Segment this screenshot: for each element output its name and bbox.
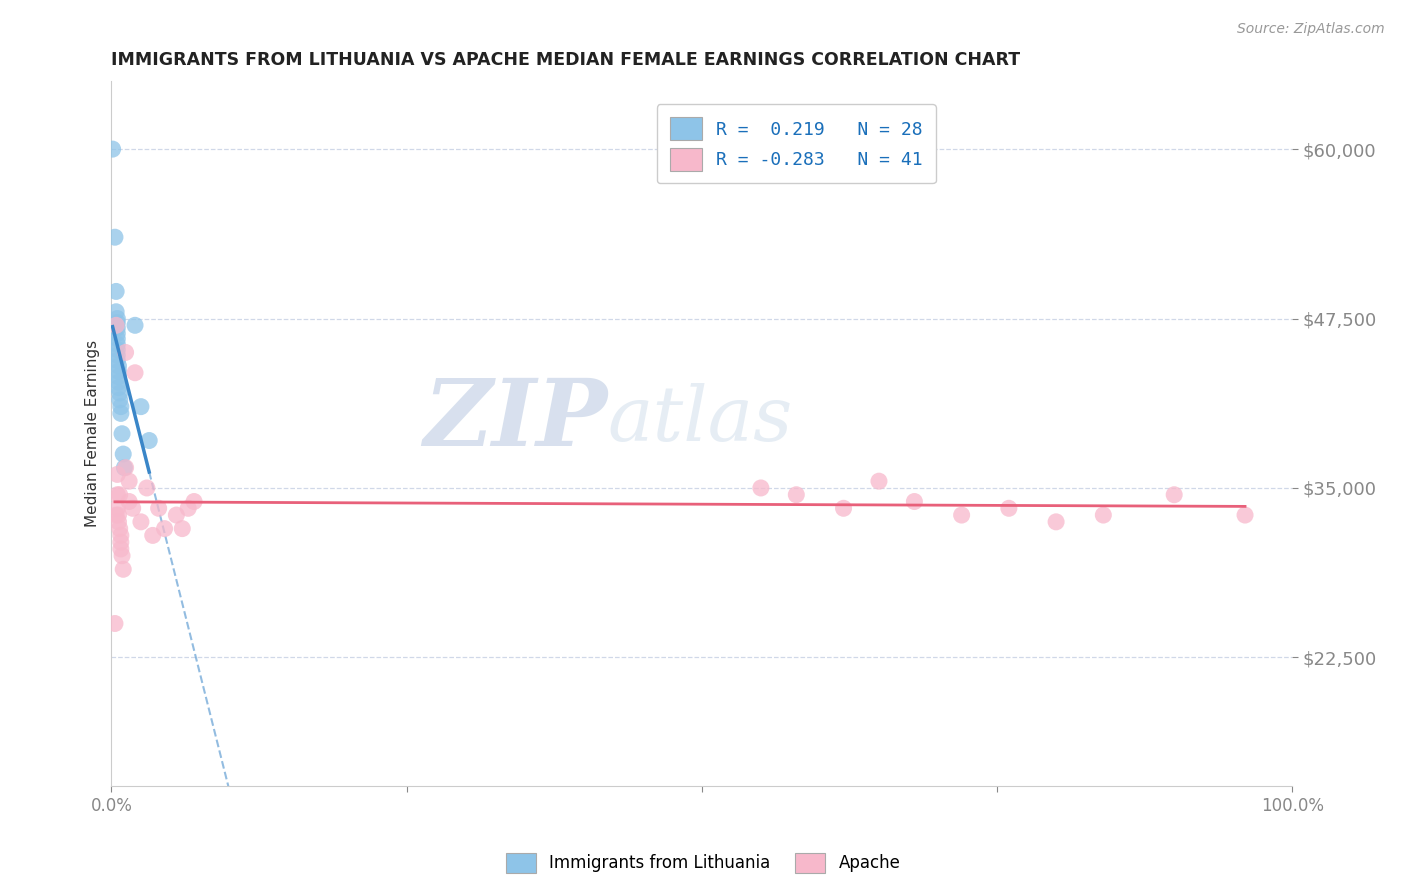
Text: IMMIGRANTS FROM LITHUANIA VS APACHE MEDIAN FEMALE EARNINGS CORRELATION CHART: IMMIGRANTS FROM LITHUANIA VS APACHE MEDI… <box>111 51 1021 69</box>
Point <box>111 549 134 563</box>
Point <box>112 447 135 461</box>
Point <box>142 528 165 542</box>
Point <box>785 488 807 502</box>
Point <box>105 348 128 362</box>
Point <box>950 508 973 522</box>
Point <box>165 508 187 522</box>
Point <box>868 474 890 488</box>
Point <box>107 369 129 384</box>
Point <box>110 535 132 549</box>
Point <box>114 460 136 475</box>
Point <box>101 142 124 156</box>
Point <box>832 501 855 516</box>
Point <box>104 230 127 244</box>
Point <box>112 562 135 576</box>
Point <box>105 467 128 482</box>
Point <box>107 376 129 390</box>
Point <box>105 285 128 299</box>
Point <box>1163 488 1185 502</box>
Point <box>112 460 135 475</box>
Point <box>105 488 128 502</box>
Point <box>108 488 131 502</box>
Point <box>118 474 141 488</box>
Point <box>124 366 146 380</box>
Point <box>105 501 128 516</box>
Point <box>998 501 1021 516</box>
Point <box>105 343 128 357</box>
Point <box>110 541 132 556</box>
Point <box>118 494 141 508</box>
Point <box>114 345 136 359</box>
Point <box>183 494 205 508</box>
Point <box>105 318 128 333</box>
Text: atlas: atlas <box>607 383 793 457</box>
Point <box>107 359 129 373</box>
Point <box>105 332 128 346</box>
Point <box>903 494 925 508</box>
Point <box>104 616 127 631</box>
Point <box>110 528 132 542</box>
Text: Source: ZipAtlas.com: Source: ZipAtlas.com <box>1237 22 1385 37</box>
Point <box>148 501 170 516</box>
Point <box>129 400 152 414</box>
Point <box>138 434 160 448</box>
Point <box>105 316 128 330</box>
Point <box>121 501 143 516</box>
Point <box>110 400 132 414</box>
Point <box>105 326 128 341</box>
Point <box>105 353 128 368</box>
Point <box>111 426 134 441</box>
Point <box>105 508 128 522</box>
Point <box>107 508 129 522</box>
Point <box>107 364 129 378</box>
Point <box>110 406 132 420</box>
Legend: Immigrants from Lithuania, Apache: Immigrants from Lithuania, Apache <box>499 847 907 880</box>
Point <box>129 515 152 529</box>
Point <box>172 522 194 536</box>
Point <box>108 386 131 401</box>
Point <box>153 522 176 536</box>
Point <box>108 392 131 407</box>
Point <box>105 311 128 326</box>
Legend: R =  0.219   N = 28, R = -0.283   N = 41: R = 0.219 N = 28, R = -0.283 N = 41 <box>657 104 936 184</box>
Point <box>107 515 129 529</box>
Point <box>135 481 157 495</box>
Point <box>177 501 200 516</box>
Text: ZIP: ZIP <box>423 375 607 465</box>
Point <box>1045 515 1067 529</box>
Point <box>105 337 128 351</box>
Point <box>124 318 146 333</box>
Point <box>1092 508 1115 522</box>
Point <box>108 522 131 536</box>
Point <box>1234 508 1257 522</box>
Point <box>107 381 129 395</box>
Point <box>105 321 128 335</box>
Point <box>105 305 128 319</box>
Point <box>749 481 772 495</box>
Y-axis label: Median Female Earnings: Median Female Earnings <box>86 340 100 527</box>
